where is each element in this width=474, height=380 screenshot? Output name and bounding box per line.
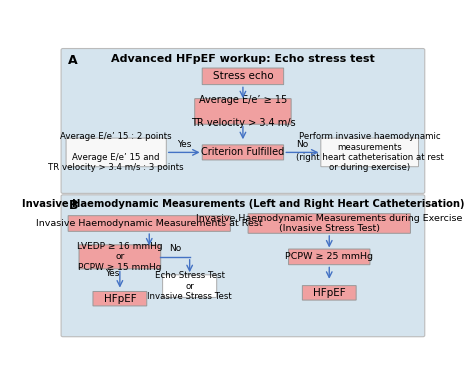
Text: Echo Stress Test
or
Invasive Stress Test: Echo Stress Test or Invasive Stress Test xyxy=(147,271,232,301)
Text: Yes: Yes xyxy=(177,140,191,149)
Text: No: No xyxy=(169,244,181,253)
FancyBboxPatch shape xyxy=(202,68,283,85)
FancyBboxPatch shape xyxy=(302,286,356,300)
FancyBboxPatch shape xyxy=(248,214,410,233)
Text: HFpEF: HFpEF xyxy=(313,288,346,298)
FancyBboxPatch shape xyxy=(61,49,425,193)
Text: No: No xyxy=(296,140,309,149)
FancyBboxPatch shape xyxy=(195,99,291,124)
FancyBboxPatch shape xyxy=(202,145,283,160)
Text: PCPW ≥ 25 mmHg: PCPW ≥ 25 mmHg xyxy=(285,252,373,261)
Text: LVEDP ≥ 16 mmHg
or
PCPW ≥ 15 mmHg: LVEDP ≥ 16 mmHg or PCPW ≥ 15 mmHg xyxy=(77,242,163,272)
FancyBboxPatch shape xyxy=(68,216,230,231)
Text: Stress echo: Stress echo xyxy=(213,71,273,81)
FancyBboxPatch shape xyxy=(61,195,425,337)
FancyBboxPatch shape xyxy=(93,291,147,306)
Text: Invasive Haemodynamic Measurements during Exercise
(Invasive Stress Test): Invasive Haemodynamic Measurements durin… xyxy=(196,214,463,233)
Text: HFpEF: HFpEF xyxy=(103,294,136,304)
FancyBboxPatch shape xyxy=(321,138,419,167)
Text: Advanced HFpEF workup: Echo stress test: Advanced HFpEF workup: Echo stress test xyxy=(111,54,375,64)
Text: Invasive Haemodynamic Measurements at Rest: Invasive Haemodynamic Measurements at Re… xyxy=(36,219,263,228)
FancyBboxPatch shape xyxy=(66,138,166,167)
FancyBboxPatch shape xyxy=(79,245,161,269)
Text: Average E/e’ 15 : 2 points

Average E/e’ 15 and
TR velocity > 3.4 m/s : 3 points: Average E/e’ 15 : 2 points Average E/e’ … xyxy=(48,132,184,173)
Text: Yes: Yes xyxy=(105,269,120,278)
FancyBboxPatch shape xyxy=(289,249,370,265)
Text: Invasive Haemodynamic Measurements (Left and Right Heart Catheterisation): Invasive Haemodynamic Measurements (Left… xyxy=(22,199,464,209)
FancyBboxPatch shape xyxy=(163,275,217,298)
Text: B: B xyxy=(68,199,78,212)
Text: A: A xyxy=(68,54,78,67)
Text: Perform invasive haemodynamic
measurements
(right heart catheterisation at rest
: Perform invasive haemodynamic measuremen… xyxy=(296,132,444,173)
Text: Average E/e’ ≥ 15

TR velocity > 3.4 m/s: Average E/e’ ≥ 15 TR velocity > 3.4 m/s xyxy=(191,95,295,128)
Text: Criterion Fulfilled: Criterion Fulfilled xyxy=(201,147,284,157)
